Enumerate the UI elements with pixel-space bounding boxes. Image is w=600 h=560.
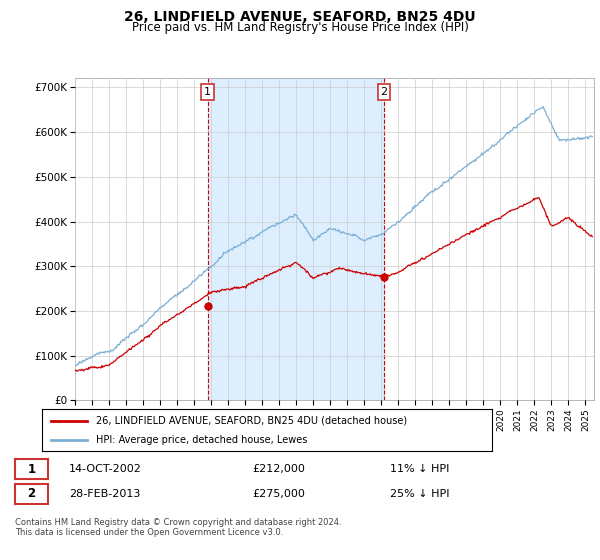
Text: 2: 2 [28,487,35,501]
Text: 14-OCT-2002: 14-OCT-2002 [69,464,142,474]
Bar [208,78,384,400]
Text: Contains HM Land Registry data © Crown copyright and database right 2024.
This d: Contains HM Land Registry data © Crown c… [15,518,341,538]
Text: 1: 1 [28,463,35,476]
Text: 26, LINDFIELD AVENUE, SEAFORD, BN25 4DU (detached house): 26, LINDFIELD AVENUE, SEAFORD, BN25 4DU … [96,416,407,426]
Text: HPI: Average price, detached house, Lewes: HPI: Average price, detached house, Lewe… [96,435,307,445]
Text: 28-FEB-2013: 28-FEB-2013 [69,489,140,499]
Text: 25% ↓ HPI: 25% ↓ HPI [390,489,449,499]
Text: Price paid vs. HM Land Registry's House Price Index (HPI): Price paid vs. HM Land Registry's House … [131,21,469,34]
Text: £212,000: £212,000 [252,464,305,474]
Text: 26, LINDFIELD AVENUE, SEAFORD, BN25 4DU: 26, LINDFIELD AVENUE, SEAFORD, BN25 4DU [124,10,476,24]
Text: 1: 1 [204,87,211,97]
Text: £275,000: £275,000 [252,489,305,499]
Text: 2: 2 [380,87,388,97]
Text: 11% ↓ HPI: 11% ↓ HPI [390,464,449,474]
